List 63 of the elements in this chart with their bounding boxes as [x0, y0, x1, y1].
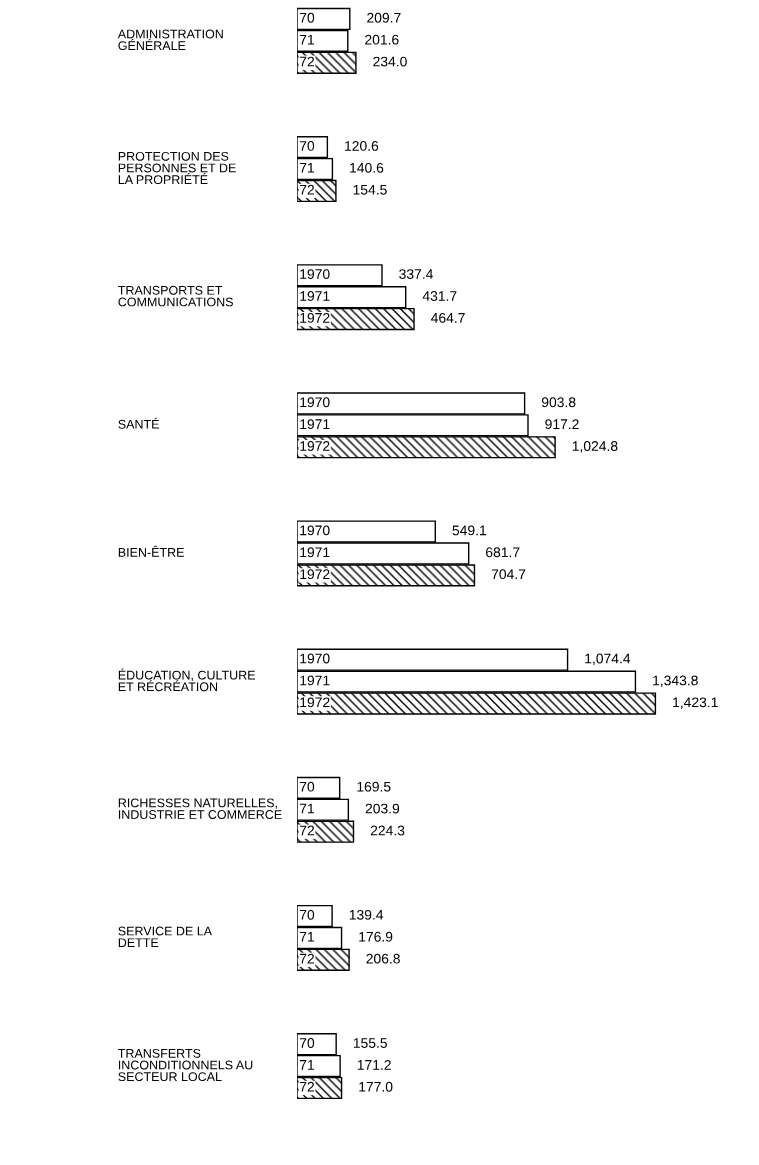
annotation: 72 [299, 56, 314, 67]
y-tick-label: TRANSFERTS INCONDITIONNELS AU SECTEUR LOCAL [118, 1048, 253, 1082]
data-label: 704.7 [491, 569, 526, 580]
annotation: 70 [299, 781, 315, 792]
y-tick-label: ÉDUCATION, CULTURE ET RÉCRÉATION [118, 668, 256, 692]
annotation: 71 [299, 803, 315, 814]
data-label: 155.5 [353, 1038, 387, 1048]
annotation: 1971 [300, 419, 330, 430]
y-tick-label: PROTECTION DES PERSONNES ET DE LA PROPRIÉTÉ [118, 151, 236, 185]
data-label: 169.5 [357, 781, 391, 792]
annotation: 1971 [300, 675, 330, 686]
annotation: 72 [299, 825, 314, 836]
data-label: 431.7 [422, 291, 457, 301]
annotation: 1972 [300, 697, 330, 708]
annotation: 70 [299, 909, 315, 920]
annotation: 71 [299, 34, 315, 45]
y-tick-label: RICHESSES NATURELLES, INDUSTRIE ET COMMERCE [118, 798, 282, 819]
data-label: 903.8 [541, 397, 576, 408]
annotation: 1971 [300, 547, 330, 558]
data-label: 120.6 [345, 141, 379, 151]
annotation: 70 [299, 12, 315, 23]
data-label: 171.2 [357, 1059, 391, 1070]
data-label: 1,343.8 [653, 675, 698, 687]
data-label: 206.8 [366, 953, 400, 964]
data-label: 139.4 [349, 909, 384, 920]
annotation: 1970 [300, 653, 330, 664]
data-label: 917.2 [545, 419, 579, 430]
y-tick-label: TRANSPORTS ET COMMUNICATIONS [118, 285, 233, 307]
annotation: 71 [299, 931, 315, 942]
annotation: 72 [299, 1081, 314, 1092]
data-label: 1,024.8 [572, 441, 618, 453]
annotation: 1972 [300, 312, 330, 323]
y-tick-label: ADMINISTRATION GÉNÉRALE [117, 29, 223, 51]
annotation: 1972 [300, 441, 330, 451]
annotation: 1970 [300, 397, 330, 408]
data-label: 549.1 [452, 525, 487, 536]
data-label: 337.4 [399, 269, 433, 279]
data-label: 464.7 [431, 312, 465, 323]
y-tick-label: SERVICE DE LA DETTE [118, 926, 213, 947]
data-label: 1,074.4 [585, 653, 631, 666]
data-label: 201.6 [365, 34, 399, 45]
data-label: 154.5 [353, 184, 387, 195]
data-label: 234.0 [373, 56, 407, 67]
annotation: 72 [299, 184, 314, 195]
data-label: 224.3 [370, 825, 405, 836]
data-label: 140.6 [350, 162, 384, 173]
annotation: 72 [299, 953, 314, 964]
annotation: 1970 [300, 525, 330, 536]
data-label: 681.7 [486, 547, 520, 558]
annotation: 70 [299, 1038, 315, 1048]
data-label: 1,423.1 [673, 697, 718, 709]
annotation: 71 [299, 1060, 315, 1070]
annotation: 71 [299, 163, 315, 173]
data-label: 209.7 [367, 12, 401, 23]
annotation: 1972 [300, 569, 330, 580]
data-label: 177.0 [359, 1081, 393, 1092]
data-label: 203.9 [365, 803, 400, 814]
annotation: 1971 [300, 291, 330, 301]
data-label: 176.9 [359, 931, 393, 942]
annotation: 70 [299, 141, 315, 151]
y-tick-label: SANTÉ [118, 417, 159, 429]
annotation: 1970 [300, 269, 330, 279]
y-tick-label: BIEN-ÊTRE [118, 545, 184, 557]
